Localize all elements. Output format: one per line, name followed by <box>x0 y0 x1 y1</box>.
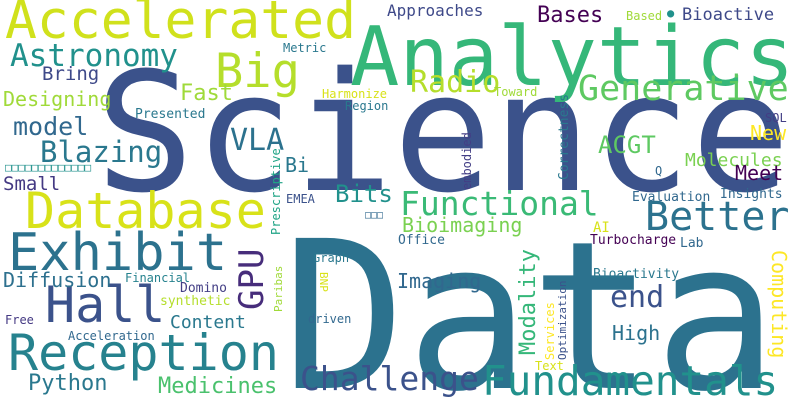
word: AI <box>593 220 610 236</box>
word: Free <box>5 313 34 327</box>
word: Q <box>655 164 662 178</box>
word: Better <box>645 194 790 240</box>
word: Services <box>543 302 557 360</box>
word: □□□ <box>365 210 383 221</box>
word: Bioactivity <box>593 267 679 282</box>
word: Graph <box>313 251 349 265</box>
word: Based <box>626 9 662 23</box>
word: Insights <box>720 187 783 202</box>
word: Turbocharge <box>590 233 676 248</box>
word: Blazing <box>40 135 162 169</box>
word: Bring <box>42 63 99 85</box>
word: Acceleration <box>68 329 155 343</box>
word: Text <box>535 359 564 373</box>
word: GPU <box>232 249 272 310</box>
word: Small <box>3 173 60 195</box>
word: Medicines <box>158 374 277 399</box>
word: Office <box>398 233 445 248</box>
word: Science <box>95 37 790 229</box>
word: embodied <box>460 132 474 190</box>
word: Content <box>170 312 246 333</box>
word: BNP <box>317 272 330 292</box>
word: Database <box>25 182 266 240</box>
word: Financial <box>125 271 190 285</box>
word: Functional <box>400 184 599 223</box>
word: driven <box>308 312 351 326</box>
word: ● <box>667 6 675 20</box>
word: Designing <box>3 87 111 111</box>
word: Exhibit <box>8 223 227 283</box>
word: Lab <box>680 236 704 251</box>
word: High <box>612 321 660 345</box>
word: Bi <box>285 153 309 177</box>
word: SQL <box>765 111 787 125</box>
word: Bases <box>537 3 603 28</box>
word: Fast <box>180 81 233 106</box>
word: Analytics <box>350 10 794 105</box>
word: Challenge <box>300 359 479 398</box>
word: Big <box>215 44 300 99</box>
word: □□□□□□□□□□□□□ <box>5 161 91 174</box>
word: Metric <box>283 41 326 55</box>
word: Prescriptive <box>269 148 283 235</box>
word: Region <box>345 99 388 113</box>
word: Imaging <box>397 269 481 293</box>
word: Data <box>282 197 778 400</box>
word: Python <box>28 371 107 396</box>
word: Paribas <box>272 266 285 312</box>
word: EMEA <box>286 192 316 206</box>
word: Presented <box>135 107 205 122</box>
word: end <box>610 280 664 315</box>
word: Evaluation <box>632 190 710 205</box>
word: Accelerated <box>5 0 356 51</box>
word: New <box>750 121 787 145</box>
word: Astronomy <box>10 38 178 74</box>
word: Bits <box>335 180 393 208</box>
word: Domino <box>180 281 227 296</box>
word: Harmonize <box>322 87 387 101</box>
word: VLA <box>230 123 284 158</box>
word: ACGT <box>598 131 656 159</box>
word: model <box>13 112 88 141</box>
word: Toward <box>494 85 537 99</box>
word: Bioactive <box>682 5 774 25</box>
word: Computing <box>767 250 791 358</box>
word: Fundamentals <box>482 357 778 400</box>
word: Diffusion <box>3 268 111 292</box>
word: Radio <box>410 65 500 100</box>
word: Modality <box>516 249 541 355</box>
word: Bioimaging <box>402 213 522 237</box>
word: Molecules <box>685 150 783 171</box>
word: Generative <box>578 69 789 109</box>
word: Meet <box>735 161 783 185</box>
word: Reception <box>8 324 279 382</box>
word: Optimization <box>556 281 569 360</box>
word: Hall <box>45 276 165 334</box>
word: synthetic <box>160 294 230 309</box>
word: Approaches <box>387 1 483 20</box>
word: Correctness <box>557 94 572 180</box>
